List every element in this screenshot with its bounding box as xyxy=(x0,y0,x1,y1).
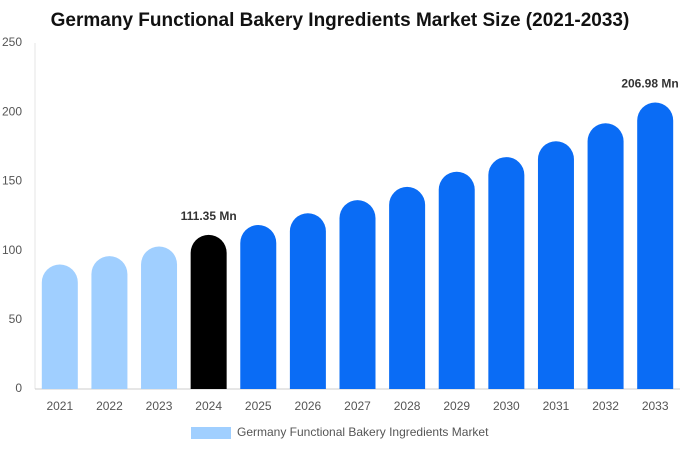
x-tick-label: 2029 xyxy=(443,399,470,413)
chart-title: Germany Functional Bakery Ingredients Ma… xyxy=(51,10,630,31)
x-tick-label: 2030 xyxy=(493,399,520,413)
x-tick-label: 2028 xyxy=(394,399,421,413)
bar xyxy=(141,246,178,389)
x-tick-label: 2033 xyxy=(642,399,669,413)
x-tick-label: 2023 xyxy=(146,399,173,413)
x-tick-label: 2027 xyxy=(344,399,371,413)
y-tick-label: 150 xyxy=(2,174,22,188)
bar xyxy=(587,123,624,389)
data-label: 111.35 Mn xyxy=(181,209,237,223)
y-tick-label: 50 xyxy=(9,312,23,326)
bar xyxy=(438,171,475,389)
y-tick-label: 100 xyxy=(2,243,22,257)
y-tick-label: 0 xyxy=(15,381,22,395)
legend-swatch xyxy=(191,427,231,439)
y-tick-label: 200 xyxy=(2,104,22,118)
y-tick-label: 250 xyxy=(2,35,22,49)
bar xyxy=(289,213,326,389)
bar xyxy=(190,234,227,389)
x-tick-label: 2021 xyxy=(46,399,73,413)
bar xyxy=(41,264,78,389)
bar xyxy=(637,102,674,390)
x-tick-label: 2022 xyxy=(96,399,123,413)
x-tick-label: 2024 xyxy=(195,399,222,413)
x-tick-label: 2026 xyxy=(295,399,322,413)
bar xyxy=(488,157,525,389)
x-tick-label: 2025 xyxy=(245,399,272,413)
bar xyxy=(537,141,574,389)
bar xyxy=(240,224,277,389)
x-tick-label: 2032 xyxy=(592,399,619,413)
x-tick-label: 2031 xyxy=(543,399,570,413)
data-label: 206.98 Mn xyxy=(621,77,678,91)
legend-label: Germany Functional Bakery Ingredients Ma… xyxy=(237,425,489,439)
bar xyxy=(389,186,426,389)
bar xyxy=(339,200,376,389)
bar xyxy=(91,256,128,389)
